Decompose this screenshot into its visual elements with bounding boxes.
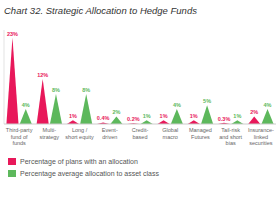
x-tick-line: Insurance-	[248, 127, 274, 133]
x-tick-line: Tail-risk	[221, 127, 240, 133]
title: Chart 32. Strategic Allocation to Hedge …	[4, 5, 197, 16]
data-label: 2%	[250, 109, 258, 115]
y-axis-line	[4, 30, 5, 124]
data-label: 1%	[160, 113, 168, 119]
x-tick-label: ManagedFutures	[189, 127, 212, 140]
x-tick-label: Third-partyfund offunds	[6, 127, 33, 146]
x-tick-label: Long /short equity	[65, 127, 94, 140]
legend-swatch	[8, 158, 16, 165]
spike	[80, 94, 92, 124]
spike	[110, 116, 122, 124]
data-label: 2%	[112, 109, 120, 115]
x-tick-line: bias	[226, 140, 236, 146]
data-label: 5%	[203, 98, 211, 104]
legend: Percentage of plans with an allocation Pe…	[8, 158, 159, 178]
legend-swatch	[8, 170, 16, 177]
spike	[231, 120, 243, 124]
chart: Chart 32. Strategic Allocation to Hedge …	[0, 0, 280, 200]
spike	[171, 109, 183, 124]
x-tick-line: short equity	[65, 134, 94, 140]
x-tick-label: Globalmacro	[162, 127, 178, 140]
x-tick-line: securities	[249, 140, 272, 146]
data-label: 12%	[37, 72, 48, 78]
x-tick-label: Insurance-linkedsecurities	[248, 127, 274, 146]
x-tick-label: Multi-strategy	[40, 127, 60, 140]
spike	[201, 105, 213, 124]
x-tick-label: Event-driven	[102, 127, 118, 140]
spike	[141, 120, 153, 124]
spike	[37, 79, 49, 124]
x-tick-line: driven	[102, 134, 117, 140]
spike	[158, 120, 170, 124]
spike	[261, 109, 273, 124]
x-tick-line: Third-party	[6, 127, 33, 133]
legend-label: Percentage average allocation to asset c…	[20, 170, 159, 178]
x-tick-line: fund of	[11, 134, 28, 140]
data-label: 8%	[52, 87, 60, 93]
spike	[248, 116, 260, 124]
x-tick-label: Tail-riskand shortbias	[219, 127, 242, 146]
data-label: 0.4%	[97, 115, 110, 121]
data-label: 23%	[7, 31, 18, 37]
x-tick-line: Global	[162, 127, 178, 133]
data-label: 0.2%	[127, 116, 140, 122]
spike	[67, 120, 79, 124]
data-label: 4%	[264, 102, 272, 108]
data-label: 8%	[82, 87, 90, 93]
x-tick-line: Credit-	[132, 127, 149, 133]
x-tick-line: Futures	[191, 134, 210, 140]
data-label: 4%	[173, 102, 181, 108]
x-tick-line: funds	[12, 140, 26, 146]
x-tick-line: macro	[163, 134, 178, 140]
x-tick-line: Long /	[72, 127, 88, 133]
data-label: 0.3%	[218, 116, 231, 122]
data-label: 1%	[143, 113, 151, 119]
x-tick-line: based	[133, 134, 148, 140]
spike	[6, 38, 18, 124]
data-label: 1%	[233, 113, 241, 119]
marks	[6, 38, 273, 124]
data-label: 1%	[190, 113, 198, 119]
baseline	[4, 124, 276, 125]
x-tick-line: and short	[219, 134, 242, 140]
x-tick-line: strategy	[40, 134, 60, 140]
x-tick-line: Event-	[102, 127, 118, 133]
x-tick-line: linked	[254, 134, 268, 140]
spike	[50, 94, 62, 124]
spike	[20, 109, 32, 124]
x-tick-label: Credit-based	[132, 127, 149, 140]
x-tick-line: Managed	[189, 127, 212, 133]
x-tick-line: Multi-	[43, 127, 57, 133]
data-label: 4%	[22, 102, 30, 108]
legend-label: Percentage of plans with an allocation	[20, 158, 138, 166]
spike	[188, 120, 200, 124]
data-label: 1%	[69, 113, 77, 119]
